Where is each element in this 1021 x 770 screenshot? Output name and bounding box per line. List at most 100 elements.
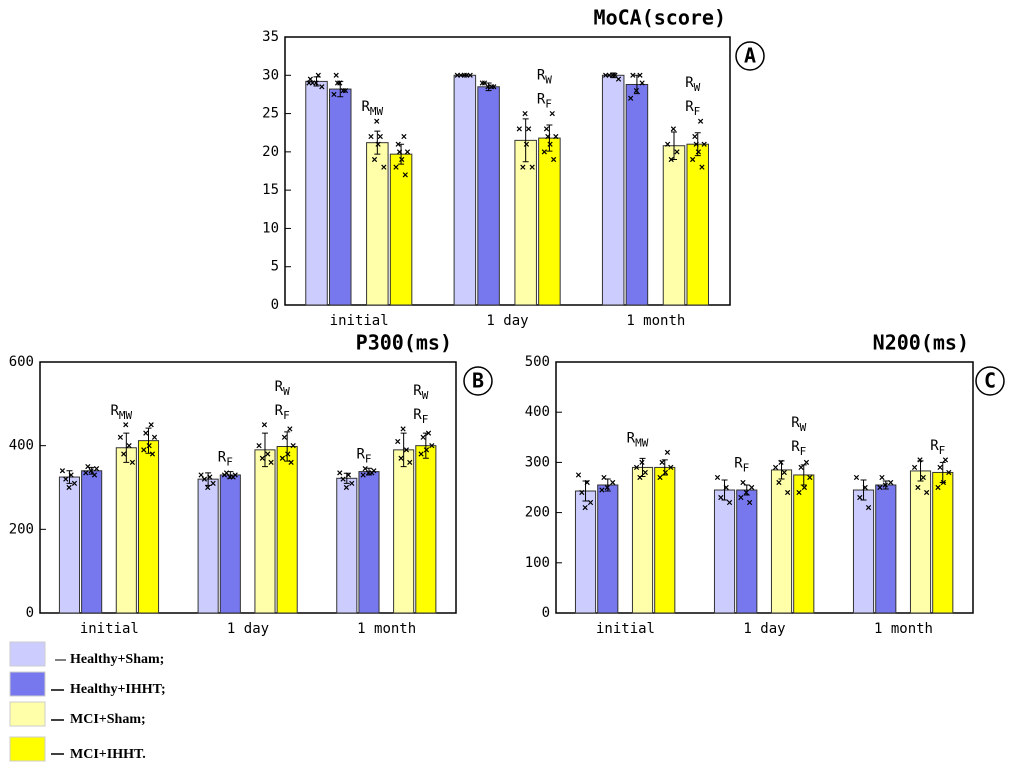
annotation-sub: F: [939, 444, 946, 457]
plot-frame: [555, 361, 974, 614]
data-point: [690, 156, 696, 163]
plot-frame: [284, 36, 731, 306]
y-tick-label: 5: [271, 259, 279, 275]
bar: [81, 470, 103, 614]
annotation-main: R: [275, 379, 284, 395]
error-bar: [400, 432, 407, 468]
data-point: [529, 164, 535, 170]
data-point: [362, 466, 368, 472]
data-point: [674, 149, 680, 155]
data-point: [151, 434, 158, 440]
bar: [538, 137, 561, 306]
x-tick-label: 1 month: [357, 621, 416, 637]
data-point: [772, 464, 779, 471]
y-tick-label: 0: [271, 297, 279, 313]
data-point: [201, 476, 208, 482]
bar: [415, 445, 437, 614]
legend: [51, 659, 66, 755]
data-point: [467, 72, 473, 78]
data-point: [360, 472, 366, 478]
data-point: [917, 457, 923, 463]
data-point: [207, 474, 213, 480]
y-tick-label: 100: [525, 555, 550, 571]
y-tick-label: 200: [525, 505, 550, 521]
data-point: [400, 426, 406, 432]
data-point: [398, 455, 404, 461]
y-tick-label: 0: [26, 605, 34, 621]
annotation: RW: [537, 68, 552, 87]
annotation: RW: [275, 379, 290, 398]
data-point: [418, 451, 424, 457]
data-point: [714, 474, 721, 481]
data-point: [637, 474, 643, 481]
legend-label: Healthy+IHHT;: [70, 682, 166, 697]
data-point: [66, 484, 72, 491]
data-point: [210, 480, 216, 486]
data-point: [610, 72, 616, 78]
annotation-main: R: [537, 68, 546, 84]
data-point: [807, 474, 813, 481]
data-point: [407, 459, 413, 466]
data-point: [575, 472, 582, 478]
bar: [625, 83, 649, 306]
bar: [686, 143, 709, 306]
data-point: [796, 489, 802, 496]
annotation-main: R: [930, 438, 939, 454]
data-point: [88, 468, 94, 474]
y-tick-label: 500: [525, 354, 550, 370]
data-point: [615, 76, 622, 82]
x-tick-label: 1 day: [486, 313, 528, 329]
data-point: [489, 84, 495, 90]
data-point: [601, 474, 607, 481]
x-tick-label: initial: [80, 621, 139, 637]
data-point: [920, 474, 926, 481]
data-point: [718, 494, 724, 501]
annotation: RW: [791, 415, 806, 434]
legend-label: Healthy+Sham;: [70, 652, 164, 667]
legend-swatch: [9, 641, 46, 667]
data-point: [541, 149, 547, 155]
data-point: [63, 476, 69, 482]
data-point: [143, 430, 149, 436]
y-tick-label: 15: [262, 182, 279, 198]
data-point: [307, 76, 313, 82]
data-point: [333, 72, 339, 78]
data-point: [915, 484, 921, 491]
x-tick-label: 1 day: [743, 621, 785, 637]
bar: [366, 142, 389, 306]
bar: [597, 484, 619, 614]
data-point: [404, 149, 411, 155]
bar: [601, 74, 625, 306]
data-point: [857, 494, 863, 501]
data-point: [313, 80, 319, 86]
data-point: [584, 479, 590, 486]
data-point: [265, 451, 271, 457]
bar: [254, 449, 276, 614]
bar: [453, 74, 477, 306]
data-point: [545, 133, 551, 140]
annotation-sub: W: [694, 81, 701, 94]
data-point: [547, 141, 553, 147]
data-point: [798, 464, 804, 471]
data-point: [604, 484, 610, 491]
annotation: RF: [275, 403, 290, 422]
data-point: [587, 499, 594, 506]
bar: [875, 484, 897, 614]
bar: [514, 139, 537, 306]
data-point: [279, 455, 286, 461]
data-point: [331, 91, 337, 98]
y-tick-label: 400: [9, 438, 34, 454]
legend-swatch: [9, 671, 46, 697]
y-tick-label: 600: [9, 354, 34, 370]
data-point: [599, 487, 605, 493]
annotation-main: R: [685, 99, 694, 115]
annotation-main: R: [218, 450, 227, 466]
data-point: [420, 434, 426, 440]
bar: [329, 88, 352, 306]
data-point: [582, 504, 588, 511]
data-point: [371, 156, 378, 163]
data-point: [281, 434, 288, 440]
error-bar: [123, 432, 130, 463]
panel-badge: [975, 366, 1005, 396]
data-point: [699, 164, 705, 170]
